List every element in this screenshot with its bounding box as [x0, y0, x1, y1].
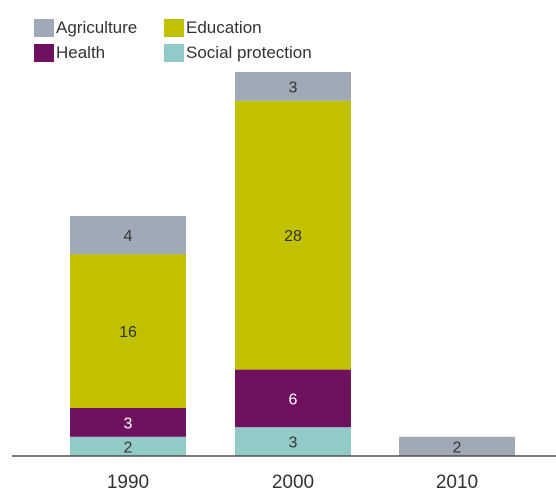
bar-agriculture-2010: [399, 436, 515, 456]
bar-agriculture-2000: [235, 72, 351, 101]
data-label-social-protection-2000: 3: [289, 435, 298, 452]
legend-swatch-health: [34, 44, 54, 62]
legend: Agriculture Education Health Social protect…: [34, 18, 312, 62]
bar-education-1990: [70, 254, 186, 408]
data-label-agriculture-2010: 2: [453, 439, 462, 456]
bar-social-protection-2000: [235, 427, 351, 456]
legend-swatch-social-protection: [164, 44, 184, 62]
data-label-education-2000: 28: [284, 228, 302, 245]
bar-health-2000: [235, 369, 351, 428]
x-tick-label-2010: 2010: [436, 472, 478, 493]
data-label-agriculture-2000: 3: [289, 79, 298, 96]
bar-agriculture-1990: [70, 216, 186, 255]
bars: 2 3 16 4 3 6 28 3 2: [70, 72, 515, 456]
data-label-health-2000: 6: [289, 391, 298, 408]
x-axis-ticks: 1990 2000 2010: [107, 472, 478, 493]
data-label-social-protection-1990: 2: [124, 439, 133, 456]
x-tick-label-1990: 1990: [107, 472, 149, 493]
bar-health-1990: [70, 408, 186, 437]
legend-label-education: Education: [186, 18, 262, 37]
legend-swatch-agriculture: [34, 19, 54, 37]
bar-education-2000: [235, 100, 351, 370]
legend-label-health: Health: [56, 43, 105, 62]
legend-swatch-education: [164, 19, 184, 37]
bar-social-protection-1990: [70, 436, 186, 456]
data-label-education-1990: 16: [119, 324, 137, 341]
data-label-agriculture-1990: 4: [124, 228, 133, 245]
legend-label-social-protection: Social protection: [186, 43, 312, 62]
data-label-health-1990: 3: [124, 415, 133, 432]
x-tick-label-2000: 2000: [272, 472, 314, 493]
legend-label-agriculture: Agriculture: [56, 18, 137, 37]
